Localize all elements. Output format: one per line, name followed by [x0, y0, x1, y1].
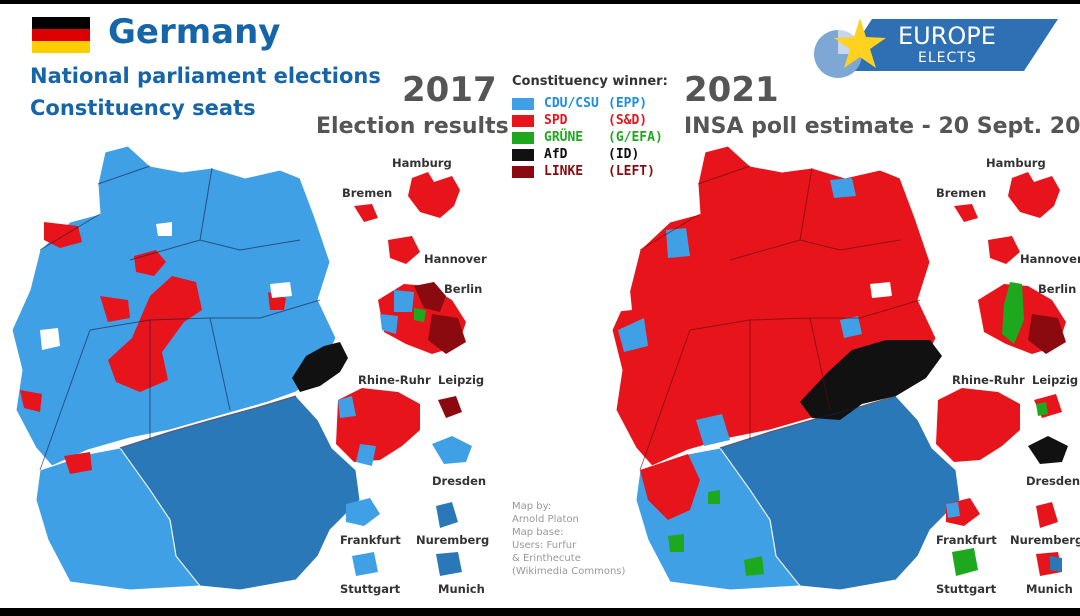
inset-2021-bremen	[954, 204, 978, 222]
europe-elects-logo	[814, 18, 1058, 78]
label-munich-2021: Munich	[1026, 582, 1073, 596]
map-2021	[611, 145, 1068, 591]
legend-party-name: CDU/CSU	[544, 96, 599, 111]
inset-2021-nuremberg	[1036, 502, 1058, 528]
lake-2017-1	[40, 328, 60, 350]
inset-2021-leipzig	[1034, 394, 1062, 418]
inset-2021-munich	[1036, 552, 1062, 576]
label-frankfurt-2017: Frankfurt	[340, 533, 401, 547]
brand-line-1: EUROPE	[898, 22, 996, 50]
label-bremen-2017: Bremen	[342, 186, 393, 200]
label-nuremberg-2021: Nuremberg	[1010, 533, 1080, 547]
inset-2021-berlin	[978, 282, 1066, 354]
inset-2021-stuttgart	[952, 548, 978, 576]
cdu-region-2021-northwest	[666, 228, 690, 258]
legend-party-name: LINKE	[544, 164, 584, 179]
map-credit: Map by: Arnold Platon Map base: Users: F…	[512, 501, 626, 577]
germany-flag-icon	[32, 17, 90, 53]
lake-2021-1	[612, 290, 632, 312]
label-hamburg-2017: Hamburg	[392, 156, 452, 170]
legend-swatch	[512, 166, 534, 178]
germany-2017-southwest	[35, 447, 201, 591]
legend-swatch	[512, 132, 534, 144]
spd-region-pfalz	[64, 452, 92, 474]
label-frankfurt-2021: Frankfurt	[936, 533, 997, 547]
gruene-region-2021-2	[668, 534, 684, 552]
label-berlin-2021: Berlin	[1038, 282, 1077, 296]
label-rhine-ruhr-2017: Rhine-Ruhr	[358, 373, 431, 387]
inset-2021-rhine-ruhr	[936, 388, 1020, 462]
label-berlin-2017: Berlin	[444, 282, 483, 296]
label-dresden-2021: Dresden	[1026, 474, 1080, 488]
lake-2017-3	[270, 282, 292, 298]
left-year: 2017	[402, 70, 497, 110]
inset-2017-hannover	[388, 236, 420, 264]
legend-title: Constituency winner:	[512, 74, 668, 89]
inset-2017-berlin	[378, 282, 466, 354]
inset-2017-nuremberg	[436, 502, 458, 528]
legend-swatch	[512, 115, 534, 127]
afd-region-2021-saxony	[800, 340, 942, 420]
subtitle-line-2: Constituency seats	[30, 96, 256, 120]
cdu-region-2021-east	[840, 316, 862, 338]
legend-party-name: GRÜNE	[544, 130, 584, 145]
right-year: 2021	[684, 70, 779, 110]
legend-party-group: (G/EFA)	[608, 130, 663, 145]
spd-region-hesse	[108, 276, 202, 392]
inset-2021-hamburg	[1008, 172, 1060, 218]
cdu-region-2021-west	[618, 318, 648, 352]
cdu-region-2021-south	[696, 414, 730, 446]
label-stuttgart-2021: Stuttgart	[936, 582, 997, 596]
inset-2017-bremen	[354, 204, 378, 222]
label-nuremberg-2017: Nuremberg	[416, 533, 490, 547]
spd-region-saar	[20, 390, 42, 412]
inset-2017-dresden	[432, 436, 472, 464]
label-rhine-ruhr-2021: Rhine-Ruhr	[952, 373, 1025, 387]
legend-party-group: (S&D)	[608, 113, 648, 128]
inset-2017-frankfurt	[346, 498, 380, 526]
spd-region-ruhr	[100, 296, 130, 322]
legend-party-name: SPD	[544, 113, 568, 128]
inset-2017-leipzig	[438, 396, 462, 418]
label-hannover-2017: Hannover	[424, 252, 487, 266]
map-2017	[11, 145, 472, 591]
subtitle-line-1: National parliament elections	[30, 64, 381, 88]
label-leipzig-2017: Leipzig	[438, 373, 485, 387]
country-title: Germany	[108, 12, 281, 52]
legend-party-group: (ID)	[608, 147, 640, 162]
legend-swatch	[512, 149, 534, 161]
inset-2017-rhine-ruhr	[336, 388, 420, 466]
inset-2021-frankfurt	[946, 498, 980, 526]
label-stuttgart-2017: Stuttgart	[340, 582, 401, 596]
right-subtitle: INSA poll estimate - 20 Sept. 2021	[684, 114, 1080, 139]
inset-2021-hannover	[988, 236, 1020, 264]
lake-2021-2	[870, 282, 892, 298]
spd-region-2021-bw	[640, 454, 700, 520]
label-hamburg-2021: Hamburg	[986, 156, 1046, 170]
label-leipzig-2021: Leipzig	[1032, 373, 1079, 387]
legend-party-group: (EPP)	[608, 96, 648, 111]
gruene-region-2021-3	[708, 490, 720, 504]
inset-2017-munich	[436, 552, 462, 576]
label-munich-2017: Munich	[438, 582, 485, 596]
afd-region-saxony	[292, 342, 348, 392]
left-subtitle: Election results	[316, 114, 509, 139]
legend-swatch	[512, 98, 534, 110]
legend-party-name: AfD	[544, 147, 568, 162]
gruene-region-2021-1	[744, 556, 764, 576]
label-bremen-2021: Bremen	[936, 186, 987, 200]
inset-2017-hamburg	[408, 172, 460, 218]
label-dresden-2017: Dresden	[432, 474, 487, 488]
cdu-region-2021-north	[830, 178, 856, 198]
inset-2017-stuttgart	[352, 552, 378, 576]
legend-party-group: (LEFT)	[608, 164, 655, 179]
inset-2021-dresden	[1028, 436, 1068, 464]
lake-2017-2	[156, 222, 172, 236]
brand-line-2: ELECTS	[918, 50, 977, 66]
label-hannover-2021: Hannover	[1020, 252, 1080, 266]
